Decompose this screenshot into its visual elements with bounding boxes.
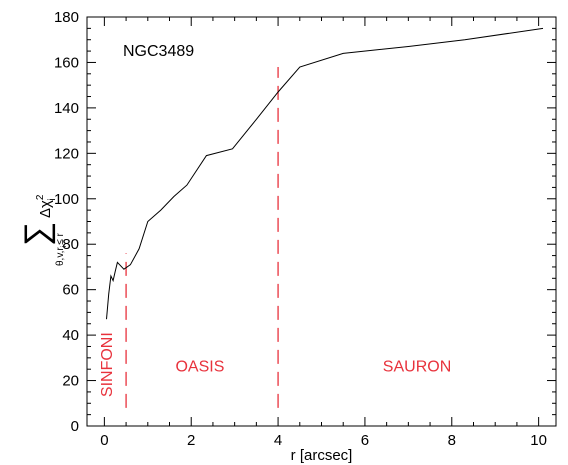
- region-label: OASIS: [175, 358, 224, 375]
- dividers: [125, 66, 279, 408]
- y-tick-label: 80: [62, 236, 79, 253]
- y-tick-label: 120: [54, 145, 79, 162]
- y-axis-delta-chi: Δχ2i: [35, 194, 58, 218]
- x-tick-label: 8: [448, 432, 456, 449]
- region-labels: SINFONI OASIS SAURON: [99, 332, 451, 397]
- y-axis-subscript-main: θ,v,r: [55, 247, 66, 266]
- y-tick-label: 180: [54, 9, 79, 26]
- y-axis-subscript-i: i: [61, 245, 68, 247]
- plot-frame: [86, 16, 557, 427]
- x-tick-labels: 0 2 4 6 8 10: [100, 432, 547, 449]
- series: [106, 27, 544, 320]
- y-axis-title: ∑ θ,v,ri≤ r Δχ2i: [18, 194, 68, 266]
- y-tick-label: 100: [54, 191, 79, 208]
- region-label: SAURON: [383, 358, 451, 375]
- x-tick-label: 6: [361, 432, 369, 449]
- y-tick-label: 20: [62, 373, 79, 390]
- y-tick-label: 160: [54, 54, 79, 71]
- y-tick-label: 140: [54, 100, 79, 117]
- region-label: SINFONI: [99, 332, 116, 397]
- x-tick-label: 4: [274, 432, 282, 449]
- y-axis-subscript-rest: ≤ r: [55, 232, 66, 244]
- y-tick-label: 0: [71, 418, 79, 435]
- series-line: [106, 27, 544, 320]
- y-axis-subscript: θ,v,ri≤ r: [55, 232, 68, 266]
- y-axis-chi-subscript: i: [47, 198, 58, 200]
- x-tick-label: 10: [530, 432, 547, 449]
- axis-ticks: [87, 16, 556, 427]
- chart-title: NGC3489: [123, 43, 194, 60]
- x-axis-title: r [arcsec]: [291, 447, 353, 464]
- y-axis-sum-symbol: ∑: [18, 222, 56, 246]
- y-tick-label: 60: [62, 282, 79, 299]
- x-tick-label: 0: [100, 432, 108, 449]
- x-tick-label: 2: [187, 432, 195, 449]
- y-tick-labels: 0 20 40 60 80 100 120 140 160 180: [54, 9, 79, 435]
- y-axis-delta-chi-main: Δχ: [37, 200, 54, 218]
- y-tick-label: 40: [62, 327, 79, 344]
- y-axis-chi-superscript: 2: [35, 194, 46, 200]
